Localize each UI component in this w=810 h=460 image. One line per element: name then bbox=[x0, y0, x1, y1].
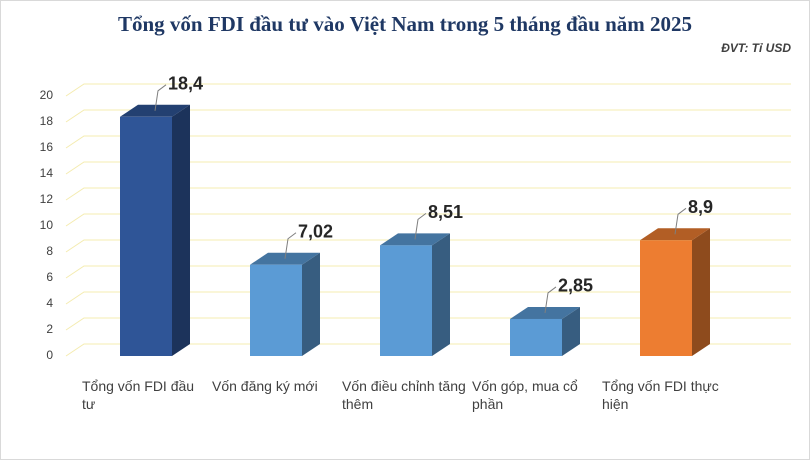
leader-line bbox=[154, 84, 167, 111]
leader-line bbox=[674, 207, 687, 235]
y-tick-label: 8 bbox=[46, 244, 53, 258]
bar-side bbox=[432, 233, 450, 356]
data-label: 18,4 bbox=[168, 74, 203, 94]
y-tick-label: 4 bbox=[46, 296, 53, 310]
bar bbox=[120, 116, 172, 356]
leader-line bbox=[284, 232, 297, 259]
leader-line bbox=[544, 286, 557, 314]
data-label: 2,85 bbox=[558, 276, 593, 296]
data-label: 8,9 bbox=[688, 197, 713, 217]
leader-line bbox=[414, 212, 427, 240]
grid-line bbox=[65, 187, 791, 201]
y-tick-label: 20 bbox=[40, 88, 54, 102]
y-tick-label: 6 bbox=[46, 270, 53, 284]
data-label: 8,51 bbox=[428, 202, 463, 222]
x-tick-label: Vốn góp, mua cổ phần bbox=[472, 378, 578, 412]
y-tick-label: 10 bbox=[40, 218, 54, 232]
y-tick-label: 18 bbox=[40, 114, 54, 128]
chart-title: Tổng vốn FDI đầu tư vào Việt Nam trong 5… bbox=[118, 12, 692, 36]
y-tick-label: 2 bbox=[46, 322, 53, 336]
grid-line bbox=[65, 161, 791, 175]
grid-line bbox=[65, 265, 791, 279]
bar-side bbox=[302, 252, 320, 356]
y-tick-label: 0 bbox=[46, 348, 53, 362]
grid-line bbox=[65, 291, 791, 305]
x-tick-label: Tổng vốn FDI đầu tư bbox=[82, 378, 195, 412]
bar bbox=[510, 318, 562, 356]
y-tick-label: 16 bbox=[40, 140, 54, 154]
x-tick-label: Vốn điều chỉnh tăng thêm bbox=[342, 378, 466, 412]
bar bbox=[380, 245, 432, 356]
data-label: 7,02 bbox=[298, 221, 333, 241]
grid-line bbox=[65, 135, 791, 149]
y-tick-label: 12 bbox=[40, 192, 54, 206]
x-tick-label: Vốn đăng ký mới bbox=[212, 378, 318, 394]
bar bbox=[640, 240, 692, 356]
bar-side bbox=[562, 306, 580, 356]
x-tick-label: Tổng vốn FDI thực hiện bbox=[602, 378, 719, 412]
unit-label: ĐVT: Tỉ USD bbox=[721, 41, 791, 55]
y-tick-label: 14 bbox=[40, 166, 54, 180]
grid-line bbox=[65, 83, 791, 97]
grid-line bbox=[65, 109, 791, 123]
bar-side bbox=[172, 104, 190, 356]
bar bbox=[250, 264, 302, 356]
grid-line bbox=[65, 239, 791, 253]
grid-line bbox=[65, 213, 791, 227]
bar-side bbox=[692, 228, 710, 356]
